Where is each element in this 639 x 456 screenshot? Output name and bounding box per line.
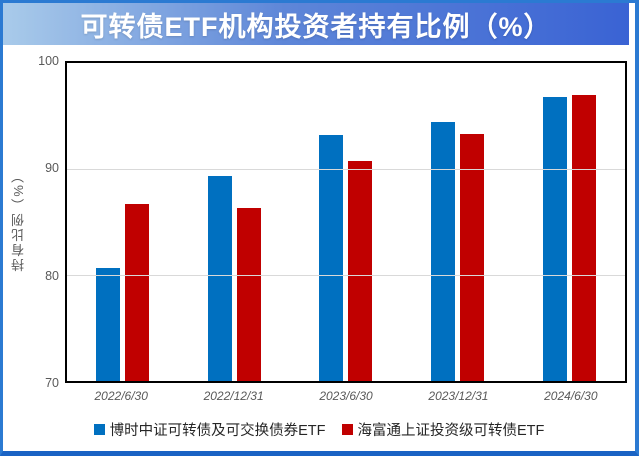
bar (571, 94, 596, 381)
x-tick-label: 2022/12/31 (203, 389, 264, 403)
bar (348, 160, 373, 381)
x-tick-label: 2023/6/30 (319, 389, 373, 403)
bar-group (67, 63, 179, 381)
y-tick-label: 80 (45, 268, 59, 283)
bar (125, 203, 150, 381)
bar (460, 134, 485, 381)
legend-label: 博时中证可转债及可交换债券ETF (109, 422, 326, 439)
chart-area: 持有比例（%） 100 90 80 70 2022/6/30 2022/12/31 202… (3, 45, 635, 409)
gridline (67, 275, 625, 276)
bar (542, 96, 567, 381)
title-banner: 可转债ETF机构投资者持有比例（%） (3, 3, 629, 45)
y-axis-title-column: 持有比例（%） (3, 61, 33, 379)
y-tick-label: 100 (38, 54, 59, 68)
bar (96, 267, 121, 381)
bar-series-container (67, 63, 625, 381)
bar-group (513, 63, 625, 381)
legend-label: 海富通上证投资级可转债ETF (357, 422, 545, 439)
bar (207, 176, 232, 381)
x-tick-label: 2023/12/31 (428, 389, 489, 403)
bar (236, 208, 261, 381)
x-tick-label: 2022/6/30 (94, 389, 148, 403)
legend-item: 海富通上证投资级可转债ETF (341, 419, 545, 440)
legend-swatch-icon (341, 423, 353, 435)
y-axis-title: 持有比例（%） (10, 168, 26, 272)
plot-column: 2022/6/30 2022/12/31 2023/6/30 2023/12/31 20… (65, 61, 627, 409)
gridline (67, 169, 625, 170)
bar (319, 135, 344, 381)
bar-group (179, 63, 291, 381)
y-axis-tick-labels: 100 90 80 70 (33, 54, 65, 390)
y-tick-label: 70 (45, 376, 59, 390)
bar-group (290, 63, 402, 381)
bar-group (402, 63, 514, 381)
x-tick-label: 2024/6/30 (544, 389, 598, 403)
legend-item: 博时中证可转债及可交换债券ETF (93, 419, 326, 440)
plot-area (65, 61, 627, 383)
y-tick-label: 90 (45, 161, 59, 176)
x-axis-tick-labels: 2022/6/30 2022/12/31 2023/6/30 2023/12/31 20… (65, 383, 627, 409)
chart-title: 可转债ETF机构投资者持有比例（%） (80, 11, 552, 42)
bar (431, 122, 456, 381)
legend: 博时中证可转债及可交换债券ETF 海富通上证投资级可转债ETF (3, 409, 635, 449)
legend-swatch-icon (93, 423, 105, 435)
